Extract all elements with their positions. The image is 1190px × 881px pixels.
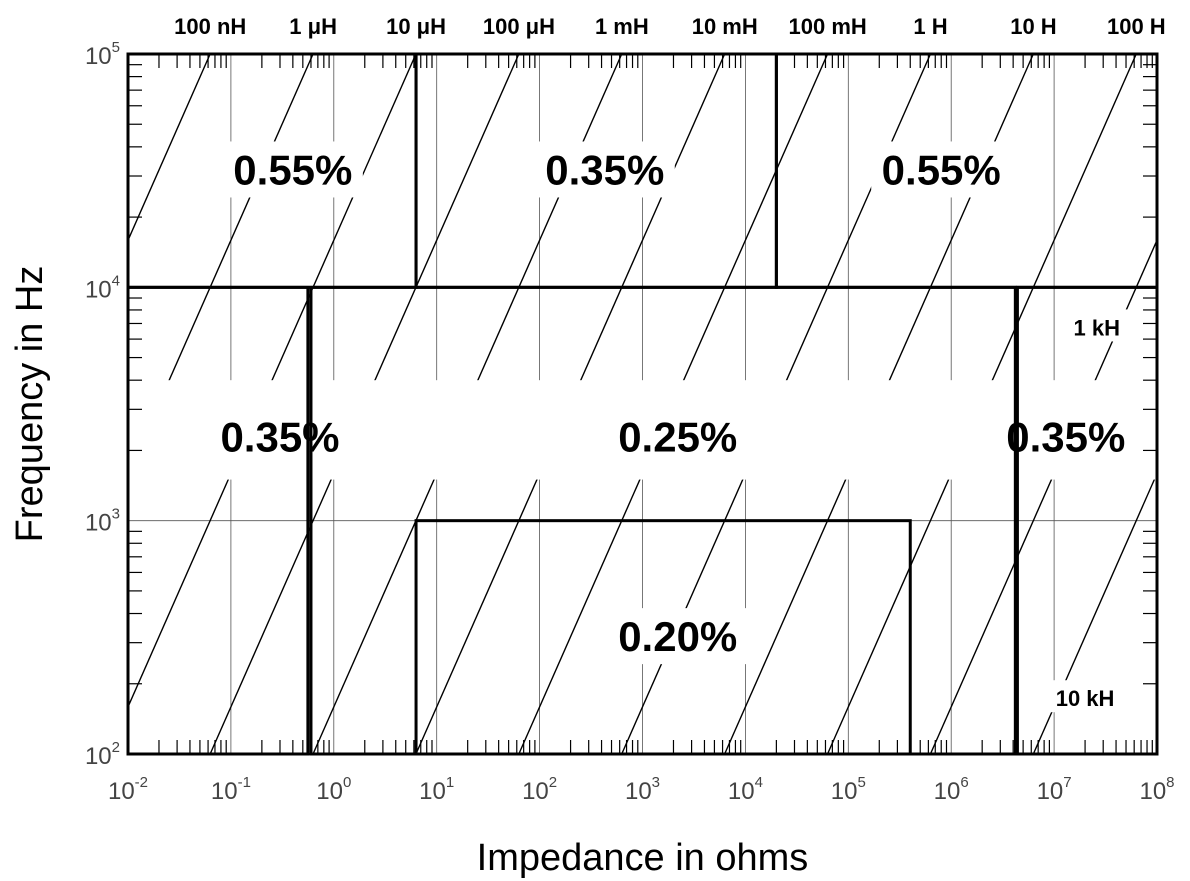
inductance-line [128,54,211,242]
inductance-line [1032,471,1157,754]
x-tick-label: 103 [625,774,660,805]
region-label-bg [607,408,748,465]
x-tick-label: 102 [522,774,557,805]
accuracy-regions [126,52,1159,756]
annotation-label: 1 kH [1074,315,1120,340]
inductance-label: 10 H [1010,14,1056,39]
y-tick-label: 105 [85,39,120,70]
region-label: 0.20% [618,613,737,660]
inductance-label: 1 μH [289,14,337,39]
region-label: 0.35% [220,413,339,460]
x-tick-label: 105 [831,774,866,805]
region-label: 0.25% [618,413,737,460]
inductance-label: 100 H [1107,14,1166,39]
label-backgrounds [122,141,1163,713]
inductance-label: 100 mH [789,14,867,39]
x-tick-label: 107 [1037,774,1072,805]
x-tick-label: 101 [419,774,454,805]
inductance-label: 100 μH [483,14,555,39]
chart-text: 10-2 10-1 100 101 102 103 104 105 106 107 108 102 10… [9,14,1175,879]
x-tick-label: 106 [934,774,969,805]
region-label-bg [534,141,675,198]
inductance-label: 1 mH [595,14,649,39]
region-label: 0.55% [882,146,1001,193]
region-label: 0.35% [1006,413,1125,460]
annotation-bg [1056,309,1137,342]
inductance-label: 1 H [913,14,947,39]
y-tick-label: 102 [85,739,120,770]
annotation-bg [1045,680,1126,713]
y-axis-title: Frequency in Hz [9,266,51,543]
axis-ticks [128,54,1157,754]
region-label-bg [995,408,1136,465]
y-tick-label: 104 [85,272,120,303]
x-tick-label: 10-2 [108,774,148,805]
x-tick-label: 104 [728,774,763,805]
inductance-label: 10 mH [692,14,758,39]
region-label-bg [209,408,350,465]
inductance-label: 100 nH [174,14,246,39]
region-label-bg [871,141,1012,198]
region-label-bg [607,608,748,665]
x-tick-label: 108 [1139,774,1174,805]
annotation-label: 10 kH [1056,686,1115,711]
y-tick-label: 103 [85,506,120,537]
region-label: 0.35% [545,146,664,193]
region-label-bg [222,141,363,198]
x-axis-title: Impedance in ohms [477,837,809,879]
inductance-label: 10 μH [386,14,446,39]
plot-frame [127,53,1158,755]
x-tick-label: 100 [316,774,351,805]
region-label: 0.55% [233,146,352,193]
x-tick-label: 10-1 [211,774,251,805]
